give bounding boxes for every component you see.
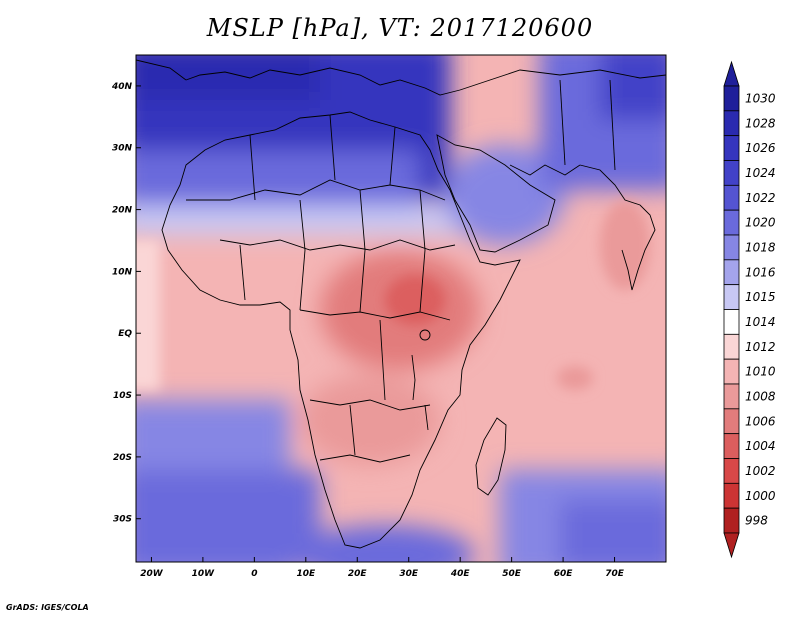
lat-tick-label: 10N [112,267,133,277]
pressure-field [136,55,666,562]
lon-tick-label: 50E [502,569,522,579]
colorbar-label: 1030 [745,91,776,105]
colorbar-swatch [723,333,740,360]
colorbar-label: 1015 [745,290,776,304]
colorbar-swatch [723,433,740,459]
colorbar-swatch [723,259,740,286]
colorbar-label: 1020 [745,216,776,230]
colorbar-label: 1028 [745,116,776,130]
colorbar-swatch [723,284,740,310]
colorbar-label: 1004 [745,439,776,453]
lon-tick-label: 60E [554,569,574,579]
colorbar-label: 1026 [745,141,776,155]
colorbar-swatch [723,184,740,211]
lon-tick-label: 20E [348,569,368,579]
lat-tick-label: 10S [113,391,132,401]
colorbar-swatch [723,408,740,435]
colorbar-swatch [723,160,740,186]
colorbar-label: 1018 [745,240,776,254]
lat-tick-label: 20N [112,206,133,216]
lon-tick-label: 0 [251,569,257,579]
colorbar-label: 1012 [745,340,776,354]
lon-tick-label: 30E [399,569,419,579]
colorbar-swatch [723,507,740,534]
colorbar: 1030 1028 1026 1024 1022 1020 1018 1016 1015 1014… [723,60,776,559]
lat-tick-label: 30S [113,515,132,525]
colorbar-swatch [723,209,740,236]
lon-tick-label: 20W [140,569,164,579]
lon-tick-label: 10W [192,569,216,579]
colorbar-label: 1008 [745,389,776,403]
colorbar-swatch [723,458,740,484]
lat-tick-label: 20S [113,453,132,463]
colorbar-swatch [723,234,740,261]
longitude-ticks: 20W 10W 0 10E 20E 30E 40E 50E 60E 70E [140,557,625,579]
colorbar-label: 1010 [745,365,776,379]
colorbar-swatch [723,358,740,385]
colorbar-swatch [723,85,740,112]
colorbar-swatch [723,383,740,410]
colorbar-label: 998 [745,514,768,528]
lon-tick-label: 10E [296,569,316,579]
colorbar-bottom-arrow [723,532,740,559]
latitude-ticks: 40N 30N 20N 10N EQ 10S 20S 30S [111,82,141,525]
colorbar-label: 1002 [745,464,776,478]
colorbar-label: 1016 [745,265,776,279]
colorbar-swatch [723,309,740,335]
colorbar-swatch [723,482,740,509]
colorbar-label: 1014 [745,315,776,329]
colorbar-top-arrow [723,60,740,87]
credit-text: GrADS: IGES/COLA [6,603,89,612]
colorbar-swatch [723,110,740,137]
lon-tick-label: 70E [605,569,625,579]
lat-tick-label: EQ [118,329,132,339]
lat-tick-label: 30N [112,144,133,154]
colorbar-label: 1022 [745,191,776,205]
coastline-outlines [136,59,666,549]
colorbar-label: 1024 [745,166,776,180]
lon-tick-label: 40E [450,569,471,579]
map-title: MSLP [hPa], VT: 2017120600 [206,14,594,42]
colorbar-label: 1006 [745,414,776,428]
plot-frame [135,54,667,563]
lat-tick-label: 40N [111,82,133,92]
colorbar-swatch [723,135,740,161]
colorbar-label: 1000 [745,489,776,503]
